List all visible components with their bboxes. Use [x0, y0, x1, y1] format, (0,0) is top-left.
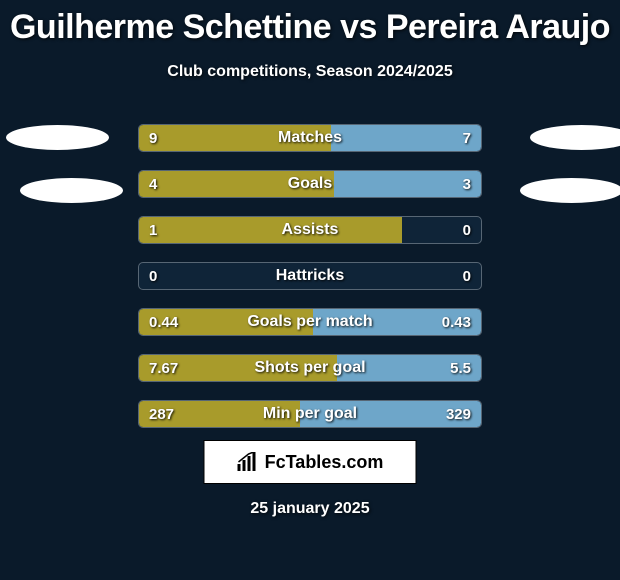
- comparison-subtitle: Club competitions, Season 2024/2025: [0, 63, 620, 81]
- stat-row: 0 0Hattricks: [138, 262, 482, 290]
- stat-bar-left: [139, 217, 402, 243]
- stat-bar-right: [331, 125, 481, 151]
- stat-row: 0.440.43Goals per match: [138, 308, 482, 336]
- comparison-bars-container: 97Matches43Goals10Assists00Hattricks0.44…: [138, 124, 482, 446]
- stat-value-right: 0: [463, 263, 471, 289]
- stat-value-right: 3: [463, 171, 471, 197]
- stat-value-left: 4: [149, 171, 157, 197]
- stat-value-right: 0.43: [442, 309, 471, 335]
- player-photo-left-2: [20, 178, 123, 203]
- stat-value-right: 5.5: [450, 355, 471, 381]
- stat-value-left: 0.44: [149, 309, 178, 335]
- stat-value-right: 7: [463, 125, 471, 151]
- stat-value-left: 9: [149, 125, 157, 151]
- stat-value-right: 0: [463, 217, 471, 243]
- stat-bar-left: [139, 125, 331, 151]
- snapshot-date: 25 january 2025: [0, 500, 620, 518]
- stat-bar-right: [334, 171, 481, 197]
- branding-text: FcTables.com: [265, 452, 384, 473]
- stat-value-left: 0: [149, 263, 157, 289]
- stat-row: 43Goals: [138, 170, 482, 198]
- player-photo-right-1: [530, 125, 620, 150]
- stat-value-right: 329: [446, 401, 471, 427]
- stat-row: 7.675.5Shots per goal: [138, 354, 482, 382]
- stat-value-left: 1: [149, 217, 157, 243]
- stat-label: Hattricks: [139, 263, 481, 289]
- stat-value-left: 7.67: [149, 355, 178, 381]
- stat-row: 97Matches: [138, 124, 482, 152]
- stat-value-left: 287: [149, 401, 174, 427]
- chart-icon: [237, 452, 259, 472]
- branding-badge: FcTables.com: [204, 440, 417, 484]
- comparison-title: Guilherme Schettine vs Pereira Araujo: [0, 0, 620, 47]
- stat-bar-left: [139, 171, 334, 197]
- player-photo-right-2: [520, 178, 620, 203]
- stat-row: 10Assists: [138, 216, 482, 244]
- player-photo-left-1: [6, 125, 109, 150]
- stat-row: 287329Min per goal: [138, 400, 482, 428]
